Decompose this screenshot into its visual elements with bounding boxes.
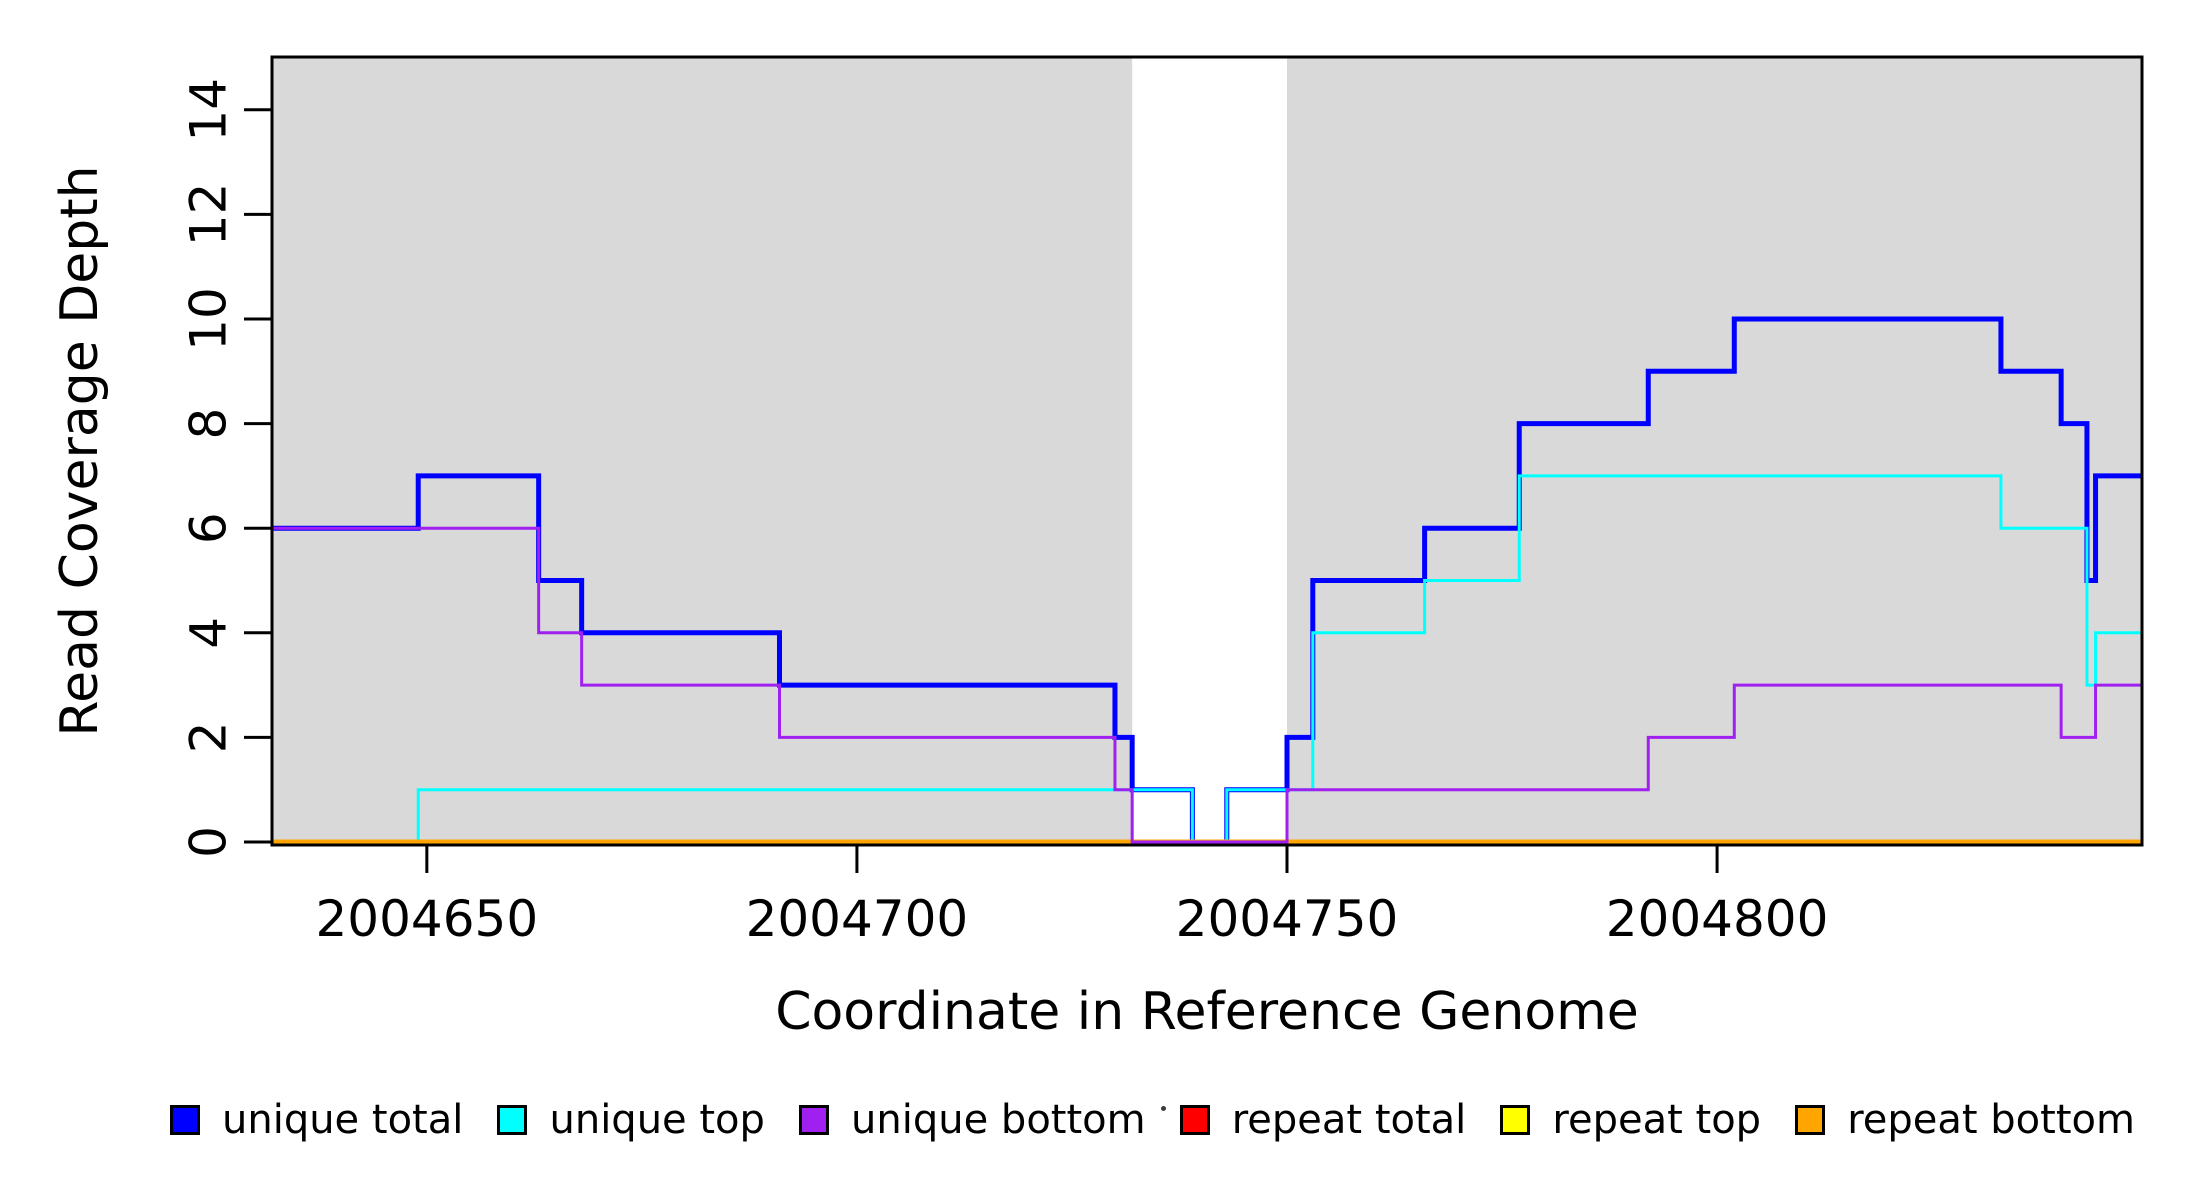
legend: unique total unique top unique bottom re… [170,1088,2135,1152]
legend-label: repeat top [1552,1097,1762,1143]
repeat-top-swatch-icon [1500,1105,1531,1135]
y-tick-label: 0 [180,826,238,858]
series-unique-bottom [272,526,2142,844]
y-tick-label: 6 [180,512,238,544]
legend-label: repeat total [1231,1097,1467,1143]
plot-box [270,55,2144,847]
y-tick-label: 14 [180,78,238,142]
x-axis-title: Coordinate in Reference Genome [775,982,1639,1042]
legend-label: unique total [222,1097,464,1143]
right-gray-region [1286,57,2142,845]
x-tick-label: 2004800 [1606,890,1829,948]
legend-label: unique top [549,1097,765,1143]
y-tick-label: 2 [180,721,238,753]
unique-top-swatch-icon [497,1105,528,1135]
legend-item-repeat-top: repeat top [1500,1097,1761,1143]
y-tick-label: 8 [180,408,238,440]
legend-label: repeat bottom [1847,1097,2135,1143]
legend-item-unique-bottom: unique bottom [799,1097,1146,1143]
series-unique-total [272,316,2142,845]
legend-item-repeat-total: repeat total [1179,1097,1467,1143]
y-tick-label: 10 [180,287,238,351]
legend-item-repeat-bottom: repeat bottom [1795,1097,2135,1143]
unique-bottom-swatch-icon [799,1105,830,1135]
x-tick-label: 2004700 [746,890,969,948]
repeat-bottom-swatch-icon [1795,1105,1826,1135]
series-unique-top [272,474,2142,844]
repeat-total-swatch-icon [1179,1105,1210,1135]
left-gray-region [272,57,1133,845]
legend-item-unique-top: unique top [497,1097,765,1143]
legend-label: unique bottom [851,1097,1146,1143]
y-tick-label: 4 [180,617,238,649]
stray-dot [1161,1106,1166,1111]
unique-total-swatch-icon [170,1105,200,1135]
x-tick-label: 2004750 [1176,890,1399,948]
x-tick-label: 2004650 [315,890,538,948]
legend-item-unique-total: unique total [170,1097,463,1143]
y-axis-title: Read Coverage Depth [50,165,110,737]
y-tick-label: 12 [180,183,238,247]
